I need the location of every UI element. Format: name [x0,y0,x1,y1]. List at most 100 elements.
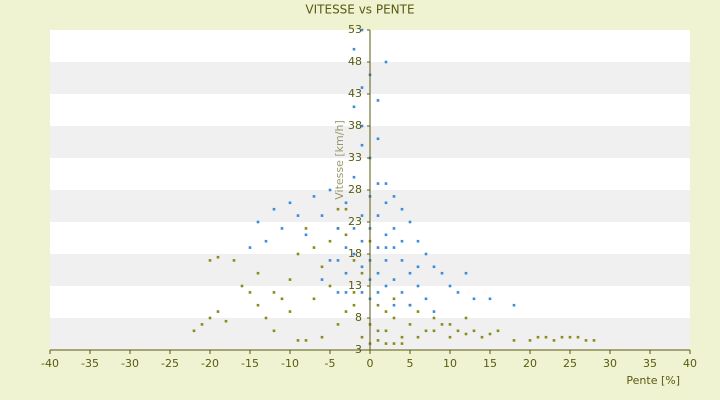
scatter-point [344,233,348,237]
scatter-point [376,291,380,294]
y-tick-label: 28 [348,183,362,196]
scatter-point [280,227,284,230]
scatter-point [536,335,540,339]
scatter-point [336,323,340,326]
x-tick-label: 0 [367,357,374,370]
scatter-point [376,99,380,102]
scatter-point [360,265,364,269]
scatter-point [416,335,420,339]
scatter-point [384,284,388,288]
scatter-point [304,227,308,230]
scatter-point [328,259,332,262]
x-tick-label: 30 [603,357,617,370]
scatter-point [360,28,364,32]
scatter-point [232,259,236,262]
scatter-point [352,227,356,230]
x-tick-label: 40 [683,357,697,370]
scatter-point [376,329,380,333]
x-tick-label: -35 [81,357,99,370]
x-tick-label: 15 [483,357,497,370]
scatter-point [560,335,564,339]
scatter-point [448,323,452,326]
scatter-point [408,271,412,275]
scatter-point [256,271,260,275]
scatter-point [360,86,364,89]
y-tick-label: 38 [348,119,362,132]
scatter-point [400,335,404,339]
scatter-point [376,182,380,185]
scatter-point [528,339,532,342]
scatter-point [344,246,348,249]
scatter-point [400,342,404,345]
scatter-point [360,335,364,339]
scatter-point [432,265,436,269]
scatter-point [288,201,292,205]
scatter-point [344,291,348,294]
scatter-point [304,339,308,342]
y-tick-label: 43 [348,87,362,100]
scatter-point [576,335,580,339]
scatter-point [328,284,332,288]
scatter-point [376,303,380,307]
scatter-point [384,310,388,313]
x-tick-label: 5 [407,357,414,370]
scatter-point [400,207,404,211]
scatter-point [392,246,396,249]
scatter-point [376,271,380,275]
scatter-point [312,297,316,301]
scatter-point [320,265,324,269]
scatter-point [464,332,468,336]
scatter-point [432,329,436,333]
scatter-point [400,291,404,294]
scatter-point [416,284,420,288]
scatter-point [568,335,572,339]
scatter-point [456,329,460,333]
x-tick-label: -15 [241,357,259,370]
scatter-point [272,207,276,211]
scatter-point [296,339,300,342]
scatter-point [248,291,252,294]
scatter-point [288,278,292,281]
scatter-point [384,233,388,237]
scatter-point [488,297,492,301]
x-tick-label: -5 [325,357,336,370]
scatter-point [336,227,340,230]
x-tick-label: 25 [563,357,577,370]
scatter-point [408,220,412,224]
scatter-point [376,246,380,249]
scatter-point [392,278,396,281]
scatter-point [440,271,444,275]
scatter-point [496,329,500,333]
y-axis-label: Vitesse [km/h] [333,120,346,200]
scatter-point [272,329,276,333]
scatter-point [424,329,428,333]
scatter-point [424,252,428,256]
scatter-point [392,303,396,307]
scatter-point [352,252,356,256]
scatter-point [448,335,452,339]
scatter-point [552,339,556,342]
scatter-point [352,291,356,294]
x-tick-label: -40 [41,357,59,370]
scatter-point [384,259,388,262]
scatter-point [320,335,324,339]
scatter-point [328,188,332,192]
scatter-point [320,278,324,281]
scatter-point [384,60,388,64]
scatter-point [264,239,268,243]
scatter-point [584,339,588,342]
scatter-point [400,239,404,243]
y-tick-label: 8 [355,311,362,324]
scatter-point [288,310,292,313]
x-tick-label: -10 [281,357,299,370]
scatter-point [544,335,548,339]
y-tick-label: 33 [348,151,362,164]
scatter-point [424,297,428,301]
scatter-point [408,323,412,326]
scatter-point [384,201,388,205]
scatter-point [208,316,212,320]
scatter-point [344,207,348,211]
scatter-point [456,291,460,294]
x-tick-label: 35 [643,357,657,370]
